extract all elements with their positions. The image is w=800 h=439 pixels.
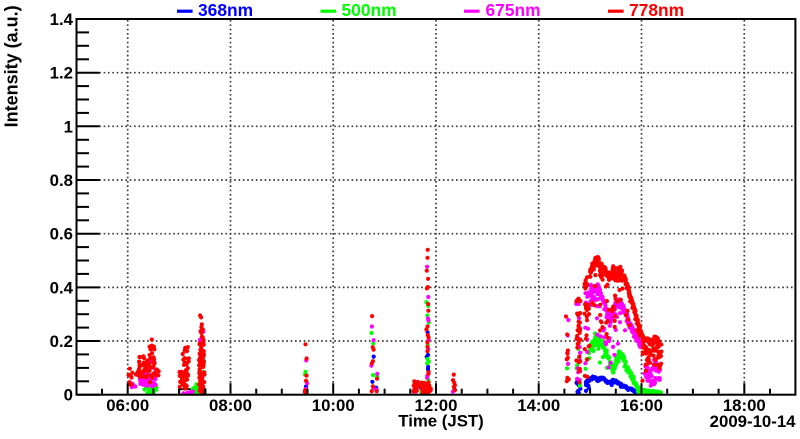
svg-text:0.4: 0.4 — [50, 278, 74, 297]
svg-text:14:00: 14:00 — [517, 396, 560, 415]
svg-text:1: 1 — [64, 117, 73, 136]
svg-text:0.8: 0.8 — [50, 171, 73, 190]
svg-text:2009-10-14: 2009-10-14 — [710, 412, 797, 431]
svg-text:16:00: 16:00 — [620, 396, 663, 415]
svg-text:778nm: 778nm — [629, 0, 684, 20]
svg-text:500nm: 500nm — [342, 0, 397, 20]
svg-text:18:00: 18:00 — [723, 396, 766, 415]
svg-text:1.4: 1.4 — [50, 10, 74, 29]
svg-text:0: 0 — [64, 386, 73, 405]
svg-text:675nm: 675nm — [486, 0, 541, 20]
svg-text:06:00: 06:00 — [106, 396, 149, 415]
svg-text:0.2: 0.2 — [50, 332, 73, 351]
svg-text:08:00: 08:00 — [209, 396, 252, 415]
svg-text:368nm: 368nm — [198, 0, 253, 20]
svg-text:10:00: 10:00 — [312, 396, 355, 415]
svg-text:Time (JST): Time (JST) — [398, 412, 483, 431]
svg-text:1.2: 1.2 — [50, 64, 73, 83]
svg-text:0.6: 0.6 — [50, 225, 73, 244]
svg-text:Intensity (a.u.): Intensity (a.u.) — [2, 5, 22, 127]
svg-text:12:00: 12:00 — [415, 396, 458, 415]
